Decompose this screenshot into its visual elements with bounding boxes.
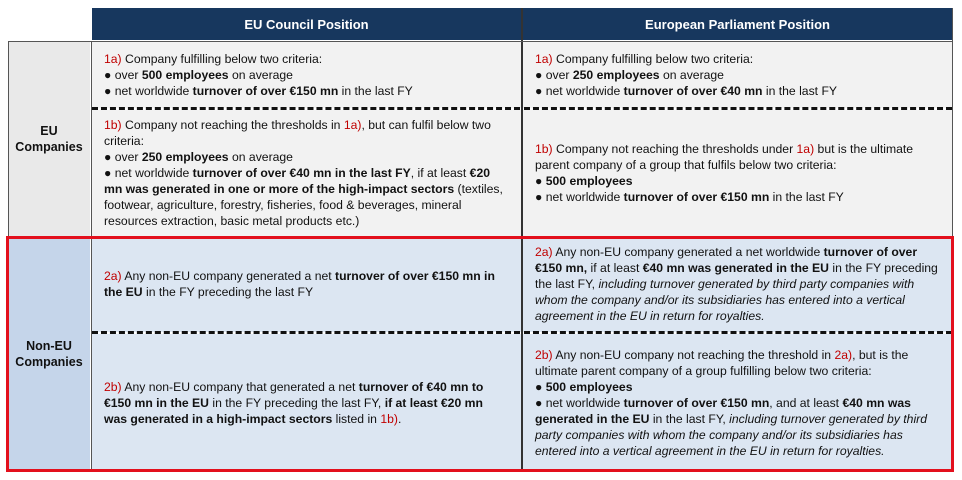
eu-council-1b-bullet-2: ● net worldwide turnover of over €40 mn …: [104, 166, 503, 228]
row-label-eu: EU Companies: [8, 42, 90, 236]
eu-parliament-1b-bullet-2: ● net worldwide turnover of over €150 mn…: [535, 190, 844, 204]
grid-line-top: [8, 41, 952, 42]
row-label-non-eu-text: Non-EU Companies: [15, 339, 83, 369]
row-label-eu-text: EU Companies: [15, 124, 83, 154]
non-eu-council-2a-text: 2a) Any non-EU company generated a net t…: [104, 269, 495, 299]
non-eu-council-2b-text: 2b) Any non-EU company that generated a …: [104, 380, 484, 426]
header-eu-council-label: EU Council Position: [244, 16, 369, 32]
dashed-divider-noneu-council: [92, 331, 520, 334]
eu-parliament-1b-intro: 1b) Company not reaching the thresholds …: [535, 142, 914, 172]
non-eu-council-2a: 2a) Any non-EU company generated a net t…: [92, 236, 521, 332]
dashed-divider-eu-parliament: [524, 107, 952, 110]
eu-parliament-1a-bullet-2: ● net worldwide turnover of over €40 mn …: [535, 84, 838, 98]
non-eu-parliament-2b-bullet-1: ● 500 employees: [535, 380, 633, 394]
eu-council-1a-intro: 1a) Company fulfilling below two criteri…: [104, 52, 323, 66]
dashed-divider-eu-council: [92, 107, 520, 110]
non-eu-council-2b: 2b) Any non-EU company that generated a …: [92, 334, 521, 472]
non-eu-parliament-2a: 2a) Any non-EU company generated a net w…: [523, 236, 952, 332]
eu-parliament-1b-bullet-1: ● 500 employees: [535, 174, 633, 188]
eu-parliament-1a: 1a) Company fulfilling below two criteri…: [523, 42, 952, 108]
non-eu-parliament-2b-bullet-2: ● net worldwide turnover of over €150 mn…: [535, 396, 928, 458]
grid-line-column-divider: [521, 8, 523, 472]
eu-council-1a-bullet-1: ● over 500 employees on average: [104, 68, 293, 82]
header-eu-parliament: European Parliament Position: [523, 8, 952, 40]
non-eu-parliament-2b-intro: 2b) Any non-EU company not reaching the …: [535, 348, 909, 378]
eu-council-1b: 1b) Company not reaching the thresholds …: [92, 110, 521, 236]
eu-council-1a-bullet-2: ● net worldwide turnover of over €150 mn…: [104, 84, 413, 98]
grid-line-label-divider: [91, 42, 92, 472]
row-label-non-eu: Non-EU Companies: [8, 236, 90, 472]
header-eu-parliament-label: European Parliament Position: [645, 16, 830, 32]
eu-council-1b-bullet-1: ● over 250 employees on average: [104, 150, 293, 164]
non-eu-parliament-2a-text: 2a) Any non-EU company generated a net w…: [535, 245, 938, 323]
eu-council-1a: 1a) Company fulfilling below two criteri…: [92, 42, 521, 108]
eu-council-1b-intro: 1b) Company not reaching the thresholds …: [104, 118, 491, 148]
eu-parliament-1b: 1b) Company not reaching the thresholds …: [523, 110, 952, 236]
eu-parliament-1a-intro: 1a) Company fulfilling below two criteri…: [535, 52, 754, 66]
header-eu-council: EU Council Position: [92, 8, 521, 40]
non-eu-parliament-2b: 2b) Any non-EU company not reaching the …: [523, 334, 952, 472]
eu-parliament-1a-bullet-1: ● over 250 employees on average: [535, 68, 724, 82]
non-eu-highlight-box: [6, 236, 954, 472]
dashed-divider-noneu-parliament: [524, 331, 952, 334]
